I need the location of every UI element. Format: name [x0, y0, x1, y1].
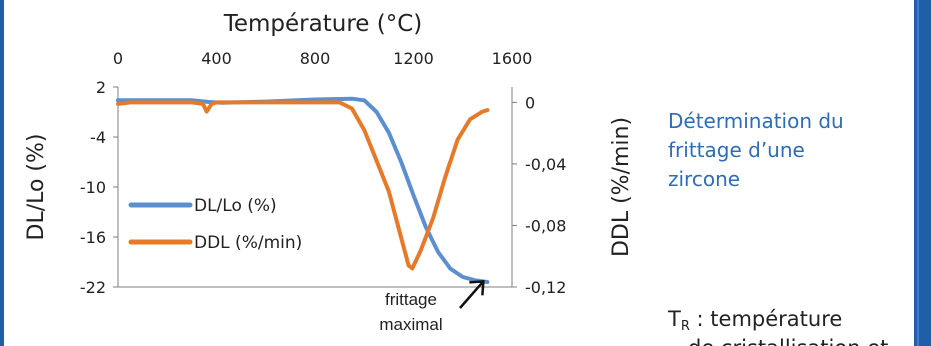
right-tick-label-3: -0,12 — [525, 278, 566, 297]
annotation-arrow-shaft — [459, 280, 485, 309]
side-caption: Détermination du frittage d’une zircone — [668, 107, 898, 194]
left-tick-label-4: -22 — [80, 278, 106, 297]
series-line-ddl — [116, 100, 490, 271]
right-tick-label-2: -0,08 — [525, 216, 566, 235]
right-axis-title: DDL (%/min) — [609, 117, 634, 257]
right-tick-label-1: -0,04 — [525, 155, 566, 174]
legend-label-0: DL/Lo (%) — [194, 196, 277, 216]
annotation-arrow-head — [469, 279, 485, 296]
left-tick-label-0: 2 — [96, 78, 106, 97]
tr-definition: : température — [689, 307, 843, 331]
top-tick-label-4: 1600 — [492, 49, 533, 68]
left-frame-bar — [0, 0, 4, 346]
top-tick-label-0: 0 — [113, 49, 123, 68]
tr-note: TR : température — [668, 307, 913, 334]
top-tick-label-1: 400 — [201, 49, 232, 68]
annotation-line1: frittage — [385, 290, 437, 309]
top-tick-label-3: 1200 — [393, 49, 434, 68]
left-tick-label-3: -16 — [80, 228, 106, 247]
sintering-chart: Température (°C) 0 400 800 1200 1600 2 -4 -10 -16… — [24, 11, 634, 334]
tr-note-cut-line: de cristallisation et — [688, 336, 918, 346]
side-caption-line1: Détermination du — [668, 109, 844, 133]
side-caption-line3: zircone — [668, 167, 741, 191]
tr-symbol: T — [668, 307, 681, 331]
annotation-line2: maximal — [379, 315, 442, 334]
top-tick-label-2: 800 — [300, 49, 331, 68]
left-axis-title: DL/Lo (%) — [24, 133, 49, 240]
left-tick-label-2: -10 — [80, 178, 106, 197]
top-axis-title: Température (°C) — [223, 11, 423, 37]
left-tick-label-1: -4 — [90, 128, 106, 147]
series-line-dl-lo — [116, 96, 490, 284]
side-caption-line2: frittage d’une — [668, 138, 805, 162]
tr-note-cut-text: de cristallisation et — [688, 336, 888, 346]
right-tick-label-0: 0 — [525, 93, 535, 112]
legend-label-1: DDL (%/min) — [194, 233, 302, 253]
tr-subscript: R — [680, 319, 690, 334]
right-frame-bar — [914, 0, 931, 346]
